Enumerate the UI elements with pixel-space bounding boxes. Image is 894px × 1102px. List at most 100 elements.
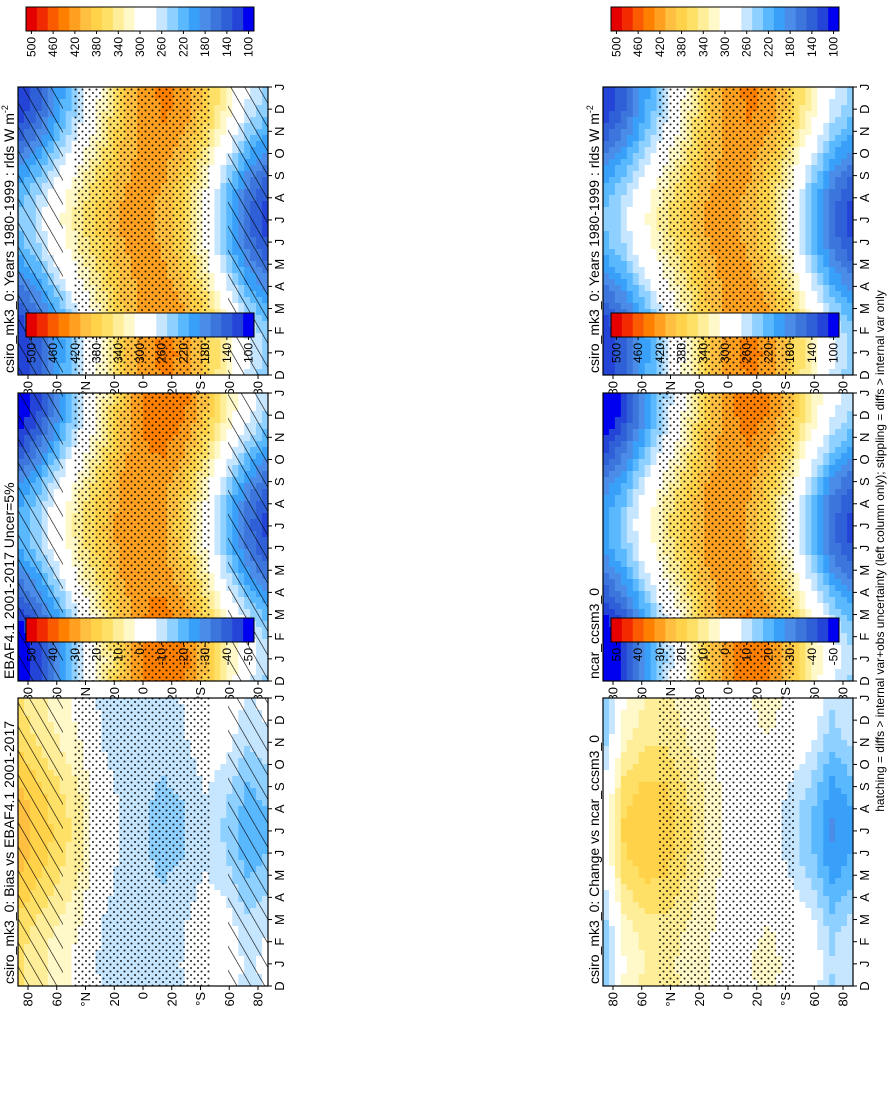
panel-left-top-cell (220, 369, 227, 376)
panel-left-bottom-cell (65, 698, 72, 705)
panel-left-top-month-label: S (272, 171, 287, 180)
panel-left-bottom-cell (65, 746, 72, 753)
panel-left-top-cell (208, 291, 215, 298)
panel-left-bottom-cell (65, 752, 72, 759)
panel-left-bottom-cell (220, 722, 227, 729)
panel-left-top-lat-label: 60 (222, 381, 237, 395)
panel-left-bottom-cell (65, 800, 72, 807)
panel-left-top-colorbar-swatch (134, 7, 146, 31)
panel-left-top-cell (208, 117, 215, 124)
panel-left-top-lat-label: 80 (21, 381, 36, 395)
panel-left-middle-cell (208, 603, 215, 610)
panel-left-middle-title: EBAF4.1 2001-2017 Uncer=5% (1, 482, 17, 679)
panel-left-top-cell (208, 177, 215, 184)
panel-left-top-cell (220, 123, 227, 130)
panel-left-middle-cell (214, 609, 221, 616)
panel-left-middle-colorbar-label: 220 (176, 343, 190, 363)
panel-left-middle-colorbar-swatch (134, 313, 146, 337)
panel-left-top-cell (208, 219, 215, 226)
panel-left-top-cell (214, 249, 221, 256)
panel-left-middle-cell (220, 609, 227, 616)
panel-left-top-cell (65, 267, 72, 274)
panel-left-middle-cell (65, 663, 72, 670)
panel-left-top-colorbar-swatch (123, 7, 135, 31)
panel-left-top-cell (208, 111, 215, 118)
panel-left-top-cell (214, 339, 221, 346)
panel-left-top-cell (65, 261, 72, 268)
panel-left-middle-cell (208, 513, 215, 520)
panel-left-middle-cell (220, 465, 227, 472)
panel-left-top-cell (214, 171, 221, 178)
panel-left-top-cell (208, 243, 215, 250)
panel-left-middle-cell (214, 501, 221, 508)
panel-left-middle-cell (220, 393, 227, 400)
panel-left-middle-cell (65, 645, 72, 652)
panel-left-middle-cell (220, 405, 227, 412)
panel-left-middle-cell (65, 483, 72, 490)
panel-left-middle-cell (208, 501, 215, 508)
panel-left-top-cell (220, 189, 227, 196)
panel-left-top-cell (208, 99, 215, 106)
panel-left-top-colorbar-swatch (178, 7, 190, 31)
panel-left-middle-cell (208, 597, 215, 604)
panel-left-top-cell (208, 303, 215, 310)
panel-left-middle-cell (65, 543, 72, 550)
panel-left-top-cell (220, 153, 227, 160)
panel-left-top-cell (65, 105, 72, 112)
panel-left-top-cell (220, 219, 227, 226)
panel-left-top-colorbar-swatch (91, 7, 103, 31)
panel-left-middle-colorbar-swatch (188, 313, 201, 337)
panel-left-middle-cell (220, 447, 227, 454)
panel-left-middle-cell (220, 657, 227, 664)
panel-left-top-cell (208, 171, 215, 178)
panel-left-top-cell (65, 87, 72, 94)
panel-left-middle-cell (65, 501, 72, 508)
panel-left-top-cell (220, 255, 227, 262)
panel-left-middle-cell (65, 537, 72, 544)
panel-left-top-cell (214, 231, 221, 238)
panel-left-bottom-cell (214, 698, 221, 705)
panel-left-middle-cell (208, 423, 215, 430)
panel-left-middle-cell (214, 537, 221, 544)
panel-left-top-cell (214, 99, 221, 106)
panel-left-top-lat-label: 20 (107, 381, 122, 395)
panel-left-top-cell (220, 87, 227, 94)
panel-left-middle-cell (65, 465, 72, 472)
panel-left-top-cell (220, 165, 227, 172)
panel-left-top-cell (220, 207, 227, 214)
panel-left-top-cell (214, 345, 221, 352)
panel-left-middle-cell (214, 525, 221, 532)
panel-left-bottom-cell (214, 710, 221, 717)
panel-left-middle-colorbar-label: 300 (133, 343, 147, 363)
panel-left-middle-month-label: O (272, 454, 287, 464)
panel-left-middle-cell (214, 489, 221, 496)
panel-left-top-cell (208, 141, 215, 148)
panel-left-middle-cell (65, 555, 72, 562)
panel-left-top-cell (65, 165, 72, 172)
panel-left-middle-cell (214, 465, 221, 472)
panel-left-top-cell (65, 195, 72, 202)
panel-left-middle-cell (220, 435, 227, 442)
panel-left-top-colorbar-label: 260 (155, 37, 169, 57)
panel-left-top-month-label: J (272, 239, 287, 246)
panel-left-middle-cell (220, 555, 227, 562)
panel-left-middle-cell (208, 471, 215, 478)
panel-left-middle-colorbar-label: 380 (90, 343, 104, 363)
panel-left-top-cell (208, 135, 215, 142)
panel-left-middle-cell (208, 555, 215, 562)
panel-left-top-colorbar-swatch (232, 7, 244, 31)
panel-left-top-lat-label: °N (78, 381, 93, 396)
panel-left-middle-cell (208, 399, 215, 406)
panel-left-top-cell (65, 213, 72, 220)
panel-left-middle-cell (208, 429, 215, 436)
panel-left-middle-cell (65, 513, 72, 520)
panel-left-top-colorbar-label: 340 (111, 37, 125, 57)
panel-left-middle-cell (214, 567, 221, 574)
panel-left-middle-cell (220, 549, 227, 556)
panel-left-middle-month-label: J (272, 656, 287, 663)
panel-left-middle-cell (65, 609, 72, 616)
panel-left-top-cell (65, 183, 72, 190)
panel-left-top-cell (214, 189, 221, 196)
panel-left-top-cell (208, 351, 215, 358)
panel-left-middle-cell (214, 411, 221, 418)
